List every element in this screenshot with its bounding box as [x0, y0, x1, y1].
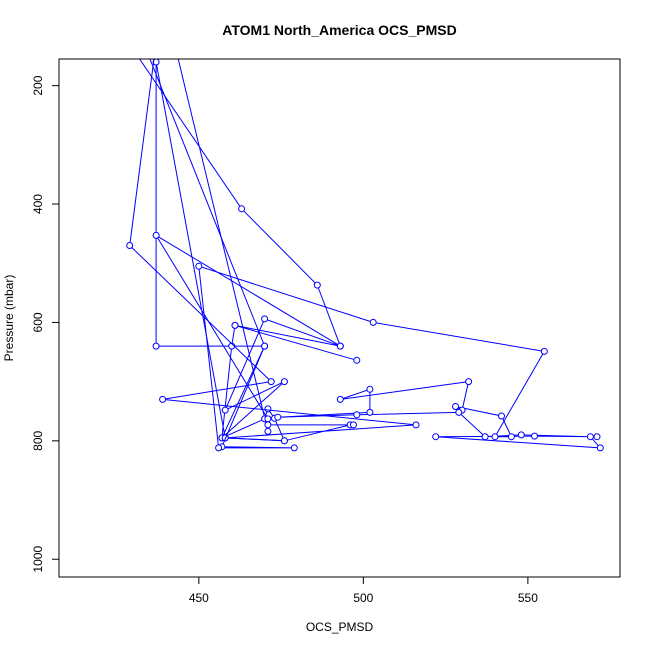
data-point [531, 432, 538, 440]
data-point [261, 342, 269, 350]
data-point [280, 378, 288, 386]
data-point [491, 433, 499, 441]
data-point [593, 433, 601, 441]
x-tick-label: 450 [189, 591, 209, 605]
plot-series-layer [126, 59, 604, 452]
x-axis-label: OCS_PMSD [306, 620, 374, 634]
data-point [452, 403, 459, 410]
data-point [586, 433, 594, 441]
y-tick-label: 400 [31, 194, 45, 214]
data-point [231, 321, 239, 329]
data-point [215, 444, 223, 452]
data-point [264, 415, 272, 423]
data-point [152, 342, 160, 350]
data-point [517, 431, 525, 439]
series-3 [149, 59, 604, 452]
data-point [366, 408, 374, 416]
data-point [267, 378, 275, 386]
data-point [264, 427, 272, 435]
data-point [353, 356, 361, 364]
series-line [129, 59, 417, 442]
data-point [261, 315, 269, 323]
series-line [138, 59, 357, 442]
x-tick-label: 500 [353, 591, 373, 605]
data-point [195, 262, 203, 270]
data-point [159, 395, 167, 403]
data-point [336, 395, 344, 403]
data-point [353, 411, 361, 419]
data-point [455, 408, 463, 416]
data-point [366, 385, 374, 393]
data-point [264, 421, 272, 429]
data-point [313, 281, 321, 289]
plot-frame [58, 58, 621, 578]
data-point [336, 342, 344, 350]
data-point [274, 413, 282, 421]
data-point [540, 347, 548, 355]
data-point [280, 437, 288, 445]
data-point [465, 378, 473, 386]
data-point [432, 433, 440, 441]
x-axis: 450 500 550 [189, 577, 538, 605]
data-point [596, 444, 604, 452]
y-tick-label: 1000 [31, 546, 45, 573]
y-tick-label: 800 [31, 431, 45, 451]
data-point [481, 433, 489, 441]
data-point [350, 421, 357, 429]
data-point [507, 433, 515, 441]
x-tick-label: 550 [518, 591, 538, 605]
data-point [290, 444, 298, 452]
data-point [221, 406, 229, 414]
series-2 [126, 59, 420, 445]
data-point [152, 231, 160, 239]
data-point [264, 405, 272, 413]
data-point [126, 242, 134, 249]
y-axis-label: Pressure (mbar) [2, 275, 16, 362]
y-tick-label: 600 [31, 312, 45, 332]
data-point [238, 205, 246, 213]
y-tick-label: 200 [31, 75, 45, 95]
y-axis: 200 400 600 800 1000 [31, 75, 59, 573]
data-point [369, 318, 377, 326]
data-point [498, 412, 505, 420]
chart-title: ATOM1 North_America OCS_PMSD [222, 22, 456, 38]
data-point [412, 421, 420, 429]
